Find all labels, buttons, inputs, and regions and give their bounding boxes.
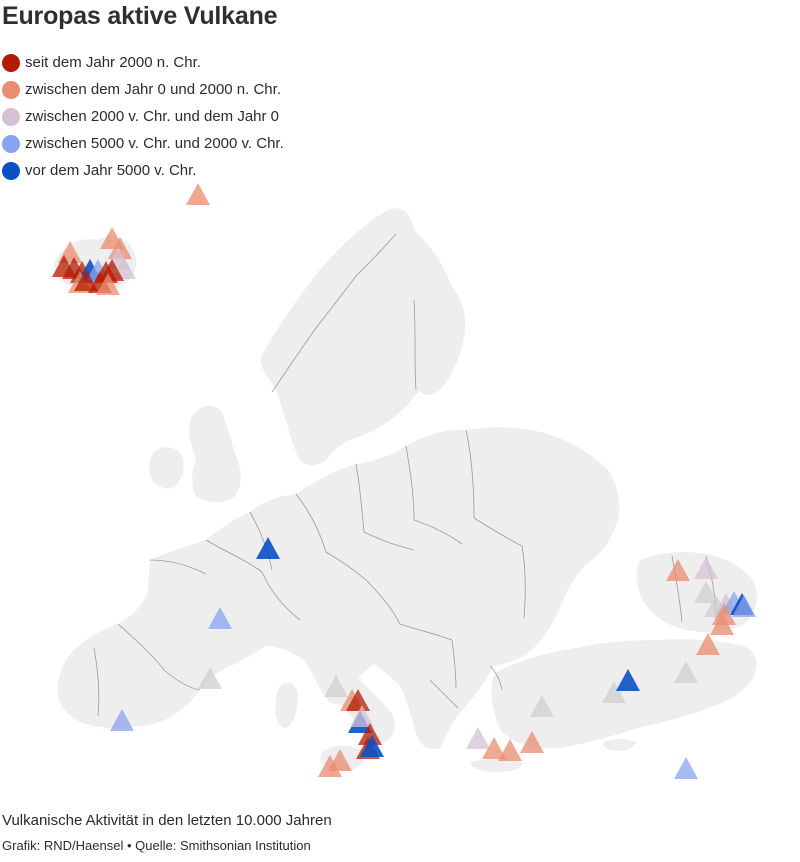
volcano-2000bc-to-0 — [466, 727, 490, 749]
volcano-undated — [674, 661, 698, 683]
great-britain — [189, 405, 241, 503]
volcano-5000bc-to-2000bc — [208, 607, 232, 629]
volcano-0-to-2000 — [186, 183, 210, 205]
balkans — [396, 628, 489, 750]
legend-item-0-to-2000: zwischen dem Jahr 0 und 2000 n. Chr. — [2, 76, 284, 103]
ireland — [149, 447, 184, 489]
volcano-5000bc-to-2000bc — [674, 757, 698, 779]
volcano-since-2000 — [100, 259, 124, 281]
legend-label: seit dem Jahr 2000 n. Chr. — [25, 54, 201, 71]
volcano-0-to-2000 — [318, 755, 342, 777]
legend-label: zwischen 5000 v. Chr. und 2000 v. Chr. — [25, 135, 284, 152]
volcano-since-2000 — [74, 269, 98, 291]
legend-item-2000bc-to-0: zwischen 2000 v. Chr. und dem Jahr 0 — [2, 103, 284, 130]
volcano-undated — [602, 681, 626, 703]
volcano-undated — [694, 581, 718, 603]
legend: seit dem Jahr 2000 n. Chr. zwischen dem … — [2, 49, 284, 184]
volcano-0-to-2000 — [520, 731, 544, 753]
sardinia — [275, 682, 298, 728]
land-masses — [54, 208, 757, 772]
scandinavia — [260, 208, 458, 466]
volcano-0-to-2000 — [710, 613, 734, 635]
crete — [470, 759, 523, 772]
volcano-2000bc-to-0 — [694, 557, 718, 579]
volcano-0-to-2000 — [666, 559, 690, 581]
volcano-0-to-2000 — [328, 749, 352, 771]
volcano-5000bc-to-2000bc — [732, 595, 756, 617]
italy — [297, 619, 395, 744]
volcano-0-to-2000 — [96, 273, 120, 295]
legend-swatch — [2, 80, 20, 99]
volcano-0-to-2000 — [482, 737, 506, 759]
volcano-0-to-2000 — [108, 237, 132, 259]
volcano-since-2000 — [358, 723, 382, 745]
legend-item-since-2000: seit dem Jahr 2000 n. Chr. — [2, 49, 284, 76]
legend-swatch — [2, 107, 20, 126]
europe-map — [52, 183, 757, 779]
volcano-0-to-2000 — [712, 603, 736, 625]
volcano-before-5000bc — [360, 735, 384, 757]
volcano-before-5000bc — [256, 537, 280, 559]
volcano-before-5000bc — [616, 669, 640, 691]
volcano-since-2000 — [346, 689, 370, 711]
legend-swatch — [2, 161, 20, 180]
volcano-0-to-2000 — [498, 739, 522, 761]
legend-label: vor dem Jahr 5000 v. Chr. — [25, 162, 197, 179]
map-title: Europas aktive Vulkane — [2, 2, 278, 30]
volcano-2000bc-to-0 — [350, 705, 374, 727]
cyprus — [603, 739, 636, 751]
map-subtitle: Vulkanische Aktivität in den letzten 10.… — [2, 812, 332, 829]
legend-label: zwischen 2000 v. Chr. und dem Jahr 0 — [25, 108, 280, 125]
legend-swatch — [2, 134, 20, 153]
volcano-markers — [52, 183, 756, 779]
finland — [411, 283, 466, 395]
legend-label: zwischen dem Jahr 0 und 2000 n. Chr. — [25, 81, 281, 98]
volcano-5000bc-to-2000bc — [110, 709, 134, 731]
caucasus — [636, 552, 757, 632]
volcano-undated — [324, 675, 348, 697]
volcano-undated — [198, 667, 222, 689]
legend-item-before-5000bc: vor dem Jahr 5000 v. Chr. — [2, 157, 284, 184]
volcano-undated — [530, 695, 554, 717]
anatolia — [491, 639, 757, 749]
legend-swatch — [2, 53, 20, 72]
volcano-0-to-2000 — [696, 633, 720, 655]
legend-item-5000bc-to-2000bc: zwischen 5000 v. Chr. und 2000 v. Chr. — [2, 130, 284, 157]
source-credit: Grafik: RND/Haensel • Quelle: Smithsonia… — [2, 838, 311, 853]
